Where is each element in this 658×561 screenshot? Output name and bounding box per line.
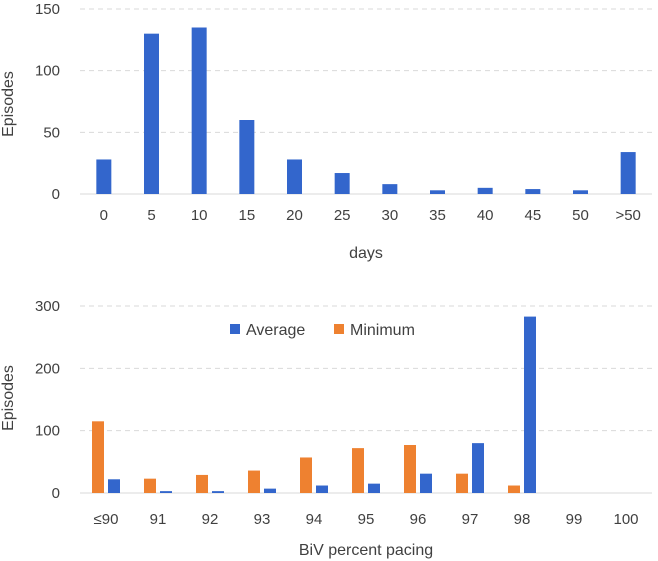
bottom-chart-x-tick-label: 92	[202, 511, 219, 528]
top-chart-bar-episodes	[382, 184, 398, 194]
top-chart-bar-episodes	[239, 120, 255, 194]
top-chart-bar-episodes	[430, 190, 445, 194]
bottom-chart-bar-average	[316, 485, 328, 493]
top-chart-x-tick-label: 0	[100, 207, 108, 224]
top-chart-x-tick-label: 30	[381, 207, 398, 224]
bottom-chart-bar-minimum	[352, 448, 364, 493]
top-chart-bar-episodes	[96, 159, 112, 194]
bottom-chart-bar-average	[368, 483, 380, 493]
bottom-chart-x-tick-label: 96	[410, 511, 427, 528]
top-chart-y-tick-label: 50	[43, 124, 60, 141]
top-chart-bar-episodes	[287, 159, 302, 194]
top-chart-bar-episodes	[573, 190, 588, 194]
top-chart-bar-episodes	[620, 152, 636, 194]
top-chart-y-axis-label: Episodes	[0, 71, 17, 137]
bottom-chart-y-tick-label: 100	[35, 423, 60, 440]
top-chart-x-axis-label: days	[349, 245, 383, 262]
bottom-chart-bar-minimum	[456, 473, 468, 493]
bottom-chart-bar-minimum	[300, 457, 312, 493]
bottom-chart-bar-average	[160, 491, 172, 493]
bottom-chart-x-tick-label: 98	[514, 511, 531, 528]
legend-label-average: Average	[246, 322, 305, 339]
bottom-chart-bar-minimum	[92, 421, 104, 493]
top-chart-x-tick-label: 15	[238, 207, 255, 224]
top-chart-x-tick-label: 50	[572, 207, 589, 224]
top-chart-bar-episodes	[525, 189, 541, 194]
top-chart-x-tick-label: 35	[429, 207, 446, 224]
top-chart-bar-episodes	[334, 173, 350, 194]
top-chart-x-tick-label: >50	[615, 207, 640, 224]
bottom-chart-bar-minimum	[196, 474, 208, 493]
bottom-chart-y-tick-label: 300	[35, 298, 60, 315]
top-chart-x-tick-label: 10	[191, 207, 208, 224]
bottom-chart-x-tick-label: 94	[306, 511, 323, 528]
plot-area: 0 50 100 150 0 5 10 15 20 25 30 35 40 45 50 >50 0 100 200 3…	[35, 1, 652, 528]
top-chart-y-tick-label: 150	[35, 1, 60, 18]
legend-swatch-minimum	[334, 324, 344, 334]
bottom-chart-bar-average	[212, 491, 224, 493]
bottom-chart-x-tick-label: 95	[358, 511, 375, 528]
legend-label-minimum: Minimum	[350, 322, 415, 339]
bottom-chart: 0 100 200 300 ≤90 91 92 93 94 95 96 97 98 99 100	[35, 298, 652, 528]
bottom-chart-x-tick-label: 97	[462, 511, 479, 528]
bottom-chart-x-tick-label: ≤90	[94, 511, 119, 528]
bottom-chart-x-tick-label: 91	[150, 511, 167, 528]
bottom-chart-y-tick-label: 0	[52, 485, 60, 502]
bottom-chart-bar-average	[264, 488, 276, 493]
top-chart-y-tick-label: 100	[35, 63, 60, 80]
top-chart-x-tick-label: 5	[147, 207, 155, 224]
top-chart-bar-episodes	[477, 187, 493, 194]
legend-swatch-average	[230, 324, 240, 334]
bottom-chart-bar-average	[420, 473, 432, 493]
bottom-chart-legend: Average Minimum	[230, 322, 415, 339]
top-chart-x-tick-label: 45	[524, 207, 541, 224]
top-chart: 0 50 100 150 0 5 10 15 20 25 30 35 40 45 50 >50	[35, 1, 652, 224]
bottom-chart-y-axis-label: Episodes	[0, 365, 17, 431]
top-chart-y-tick-label: 0	[52, 186, 60, 203]
bottom-chart-bar-minimum	[404, 445, 416, 493]
top-chart-x-tick-label: 20	[286, 207, 303, 224]
bottom-chart-y-tick-label: 200	[35, 360, 60, 377]
bottom-chart-bar-minimum	[248, 470, 260, 493]
bottom-chart-bar-minimum	[144, 478, 156, 493]
bottom-chart-bar-average	[472, 443, 484, 493]
bottom-chart-bar-average	[108, 479, 120, 493]
bottom-chart-bar-minimum	[508, 485, 520, 493]
top-chart-x-tick-label: 25	[334, 207, 351, 224]
bottom-chart-x-tick-label: 93	[254, 511, 271, 528]
bottom-chart-x-tick-label: 99	[566, 511, 583, 528]
top-chart-bar-episodes	[191, 27, 207, 194]
bottom-chart-x-tick-label: 100	[613, 511, 638, 528]
top-chart-x-tick-label: 40	[477, 207, 494, 224]
top-chart-bar-episodes	[144, 33, 159, 194]
bottom-chart-bar-average	[524, 316, 536, 493]
bottom-chart-x-axis-label: BiV percent pacing	[299, 542, 433, 559]
